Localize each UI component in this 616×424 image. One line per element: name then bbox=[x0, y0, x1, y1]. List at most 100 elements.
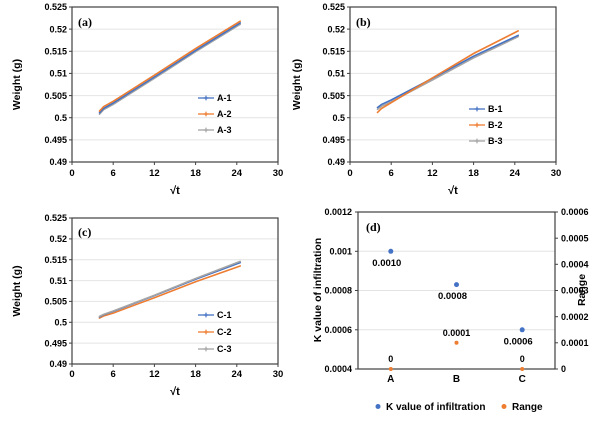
y-tick-label: 0.525 bbox=[322, 2, 345, 12]
data-point-A bbox=[388, 248, 394, 254]
x-tick-label: 24 bbox=[232, 369, 243, 380]
series-line-A-2 bbox=[98, 20, 241, 112]
legend-marker-icon bbox=[203, 111, 209, 117]
panel-a: 0.49 0.495 0.5 0.505 0.51 0.515 0.52 0.525 0 6 12 1… bbox=[11, 2, 283, 197]
legend-marker-icon bbox=[474, 106, 480, 112]
right-tick-label: 0.0005 bbox=[561, 233, 589, 243]
legend-marker-icon bbox=[203, 95, 209, 101]
series-line-A-1 bbox=[98, 22, 241, 114]
data-point-C bbox=[520, 367, 525, 371]
y-tick-label: 0.495 bbox=[44, 135, 67, 145]
right-tick-label: 0 bbox=[561, 364, 566, 374]
data-point-A bbox=[388, 367, 393, 371]
panel-letter: (a) bbox=[78, 15, 92, 29]
plot-border bbox=[71, 217, 279, 365]
legend-label: C-1 bbox=[217, 310, 232, 320]
x-axis-title: √t bbox=[170, 185, 180, 197]
x-tick-label: 12 bbox=[149, 168, 160, 179]
y-tick-label: 0.5 bbox=[54, 113, 67, 123]
point-label: 0.0006 bbox=[504, 336, 533, 347]
point-label: 0.0010 bbox=[372, 258, 401, 269]
legend-marker-icon bbox=[474, 138, 480, 144]
data-point-B bbox=[454, 282, 459, 288]
x-tick-label: 24 bbox=[232, 168, 243, 179]
legend-label: C-3 bbox=[217, 344, 232, 354]
left-tick-label: 0.0004 bbox=[324, 364, 352, 374]
series-line-B-2 bbox=[376, 30, 520, 114]
y-tick-label: 0.495 bbox=[44, 338, 67, 348]
right-tick-label: 0.0004 bbox=[561, 260, 589, 270]
left-tick-label: 0.0006 bbox=[324, 325, 352, 335]
series-line-C-3 bbox=[98, 260, 241, 318]
y-tick-label: 0.51 bbox=[49, 69, 67, 79]
x-tick-label: 6 bbox=[111, 168, 116, 179]
y-tick-label: 0.505 bbox=[322, 91, 345, 101]
y-tick-label: 0.515 bbox=[44, 255, 67, 265]
right-axis-title: Range bbox=[576, 274, 588, 306]
legend-label: K value of infiltration bbox=[386, 402, 485, 413]
y-tick-label: 0.515 bbox=[44, 47, 67, 57]
y-tick-label: 0.525 bbox=[44, 213, 67, 223]
series-line-C-2 bbox=[98, 265, 241, 319]
legend-label: A-3 bbox=[217, 125, 232, 135]
category-label: B bbox=[453, 374, 460, 385]
x-axis-title: √t bbox=[448, 185, 458, 197]
panel-b: 0.49 0.495 0.5 0.505 0.51 0.515 0.52 0.525 0 6 12 1… bbox=[291, 2, 561, 197]
panel-letter: (d) bbox=[366, 220, 381, 234]
category-label: A bbox=[387, 374, 394, 385]
legend-marker-icon bbox=[474, 122, 480, 128]
point-label: 0 bbox=[388, 354, 393, 364]
y-tick-label: 0.49 bbox=[49, 359, 67, 369]
data-point-B bbox=[454, 340, 459, 345]
x-tick-label: 30 bbox=[551, 168, 562, 179]
right-tick-label: 0.0006 bbox=[561, 207, 589, 217]
legend-marker-icon bbox=[203, 329, 209, 335]
panel-letter: (c) bbox=[78, 225, 91, 239]
legend-label: A-1 bbox=[217, 93, 232, 103]
point-label: 0 bbox=[520, 354, 525, 364]
y-axis-title: Weight (g) bbox=[291, 59, 303, 110]
x-axis-title: √t bbox=[170, 386, 180, 398]
x-tick-label: 0 bbox=[69, 168, 74, 179]
x-tick-label: 12 bbox=[149, 369, 160, 380]
x-tick-label: 12 bbox=[427, 168, 438, 179]
left-axis-title: K value of infiltration bbox=[312, 238, 324, 342]
y-tick-label: 0.51 bbox=[49, 276, 67, 286]
plot-border bbox=[71, 6, 279, 163]
x-tick-label: 0 bbox=[347, 168, 352, 179]
legend-label: B-3 bbox=[488, 136, 503, 146]
legend-label: Range bbox=[512, 402, 543, 413]
legend-marker-icon bbox=[203, 127, 209, 133]
x-tick-label: 18 bbox=[190, 168, 201, 179]
y-tick-label: 0.52 bbox=[327, 24, 345, 34]
y-tick-label: 0.52 bbox=[49, 234, 67, 244]
y-tick-label: 0.51 bbox=[327, 69, 345, 79]
legend-marker-icon bbox=[203, 312, 209, 318]
y-axis-title: Weight (g) bbox=[11, 59, 23, 110]
y-tick-label: 0.495 bbox=[322, 135, 345, 145]
legend-label: C-2 bbox=[217, 327, 232, 337]
x-tick-label: 30 bbox=[273, 369, 284, 380]
x-tick-label: 6 bbox=[111, 369, 116, 380]
y-tick-label: 0.515 bbox=[322, 47, 345, 57]
y-tick-label: 0.52 bbox=[49, 24, 67, 34]
legend-dot bbox=[375, 404, 381, 409]
x-tick-label: 6 bbox=[389, 168, 394, 179]
x-tick-label: 18 bbox=[468, 168, 479, 179]
left-tick-label: 0.0008 bbox=[324, 286, 352, 296]
legend-marker-icon bbox=[203, 346, 209, 352]
y-tick-label: 0.505 bbox=[44, 297, 67, 307]
legend-label: B-2 bbox=[488, 120, 503, 130]
category-label: C bbox=[519, 374, 526, 385]
left-tick-label: 0.0012 bbox=[324, 207, 352, 217]
data-point-C bbox=[519, 327, 525, 333]
point-label: 0.0001 bbox=[443, 328, 471, 338]
y-tick-label: 0.505 bbox=[44, 91, 67, 101]
y-tick-label: 0.5 bbox=[332, 113, 345, 123]
y-tick-label: 0.49 bbox=[327, 157, 345, 167]
plot-border bbox=[349, 6, 557, 163]
legend-label: A-2 bbox=[217, 109, 232, 119]
right-tick-label: 0.0001 bbox=[561, 338, 589, 348]
y-axis-title: Weight (g) bbox=[11, 265, 23, 316]
